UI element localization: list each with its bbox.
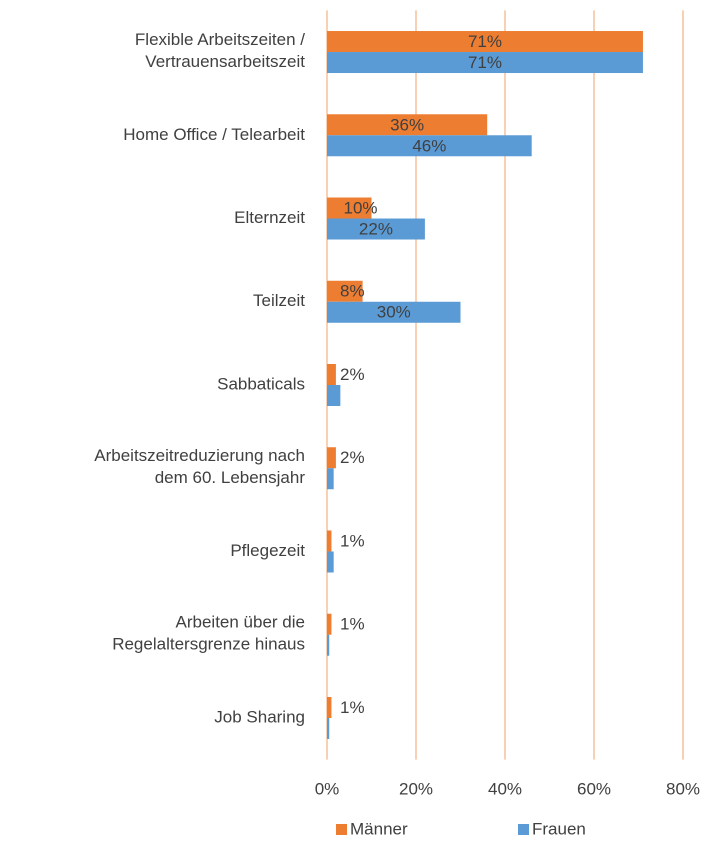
data-label: 30% (377, 303, 411, 322)
bar (327, 717, 330, 739)
category-label: Pflegezeit (230, 541, 305, 560)
data-label: 46% (412, 136, 446, 155)
category-label: Home Office / Telearbeit (123, 125, 305, 144)
category-label: Teilzeit (253, 291, 305, 310)
legend-swatch (336, 824, 347, 835)
bar (327, 301, 461, 323)
data-label: 36% (390, 115, 424, 134)
bar (327, 385, 341, 406)
bar (327, 114, 488, 136)
bar (327, 696, 332, 718)
category-label: Flexible Arbeitszeiten / Vertrauensarbeit… (135, 31, 305, 72)
x-tick-label: 40% (488, 779, 522, 798)
bar (327, 468, 334, 490)
legend-label: Männer (350, 819, 408, 838)
data-label: 1% (340, 531, 365, 550)
bar (327, 613, 332, 635)
x-tick-label: 0% (315, 779, 340, 798)
bar (327, 197, 372, 219)
x-tick-label: 60% (577, 779, 611, 798)
category-label: Arbeitszeitreduzierung nach dem 60. Leben… (94, 447, 305, 488)
x-tick-label: 20% (399, 779, 433, 798)
data-label: 2% (340, 448, 365, 467)
legend-swatch (518, 824, 529, 835)
bar (327, 530, 332, 552)
x-tick-label: 80% (666, 779, 700, 798)
bar (327, 447, 336, 469)
bar (327, 280, 363, 302)
data-label: 2% (340, 365, 365, 384)
bar (327, 634, 330, 656)
bar (327, 364, 336, 385)
data-label: 10% (344, 198, 378, 217)
category-label: Elternzeit (234, 208, 305, 227)
bar (327, 218, 425, 240)
data-label: 71% (468, 53, 502, 72)
data-label: 1% (340, 615, 365, 634)
bar (327, 31, 643, 53)
data-label: 22% (359, 219, 393, 238)
bar (327, 551, 334, 573)
data-label: 1% (340, 698, 365, 717)
data-label: 8% (340, 282, 365, 301)
category-label: Job Sharing (214, 707, 305, 726)
bar (327, 135, 532, 157)
category-label: Sabbaticals (217, 374, 305, 393)
legend-label: Frauen (532, 819, 586, 838)
category-label: Arbeiten über die Regelaltersgrenze hinau… (112, 613, 305, 654)
data-label: 71% (468, 32, 502, 51)
bar (327, 52, 643, 74)
